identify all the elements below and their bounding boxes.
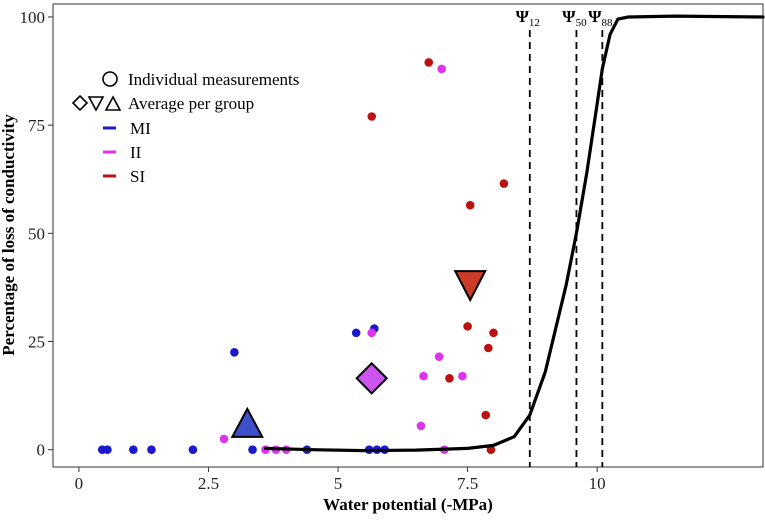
legend-average-label: Average per group	[128, 94, 254, 113]
threshold-label-psi12: Ψ12	[516, 7, 540, 29]
point-si	[489, 328, 498, 338]
threshold-label-psi88: Ψ88	[588, 7, 613, 29]
point-si	[424, 58, 434, 67]
point-mi	[188, 445, 198, 454]
legend-mi-label: MI	[130, 119, 151, 138]
y-tick-label: 100	[20, 8, 46, 27]
legend-triangle-up-symbol	[104, 95, 122, 111]
point-mi	[230, 348, 239, 357]
point-ii	[219, 434, 229, 444]
point-si	[445, 373, 454, 383]
y-tick-label: 25	[28, 333, 45, 352]
x-tick-label: 2.5	[198, 474, 219, 493]
x-tick-label: 10	[589, 474, 606, 493]
point-mi	[147, 445, 156, 454]
point-ii	[437, 64, 446, 74]
legend-ii-label: II	[130, 143, 142, 162]
point-si	[465, 200, 475, 210]
legend-individual-label: Individual measurements	[128, 70, 299, 89]
psi-symbol: Ψ	[588, 7, 602, 26]
x-axis-title: Water potential (-MPa)	[323, 495, 493, 514]
psi-subscript: 50	[576, 17, 588, 29]
point-si	[484, 343, 493, 353]
x-tick-label: 7.5	[457, 474, 478, 493]
psi-subscript: 12	[529, 17, 540, 29]
average-mi-triangle-up	[230, 406, 264, 438]
average-ii-diamond	[355, 361, 389, 395]
point-mi	[129, 445, 138, 454]
point-si	[481, 410, 491, 420]
point-si	[499, 179, 509, 188]
point-ii	[458, 371, 467, 381]
legend: Individual measurements Average per grou…	[71, 70, 299, 186]
point-ii	[434, 352, 444, 361]
average-si-triangle-down	[453, 270, 487, 303]
point-mi	[248, 445, 257, 454]
point-si	[463, 322, 472, 331]
point-si	[367, 112, 377, 121]
threshold-label-psi50: Ψ50	[562, 7, 587, 29]
legend-si-label: SI	[130, 167, 145, 186]
point-ii	[367, 328, 377, 338]
y-tick-label: 75	[28, 116, 45, 135]
psi-subscript: 88	[601, 17, 613, 29]
point-mi	[103, 445, 112, 454]
legend-diamond-symbol	[71, 94, 89, 112]
psi-symbol: Ψ	[516, 7, 530, 26]
point-ii	[419, 371, 428, 381]
vulnerability-curve	[263, 14, 765, 453]
psi-symbol: Ψ	[562, 7, 576, 26]
y-tick-label: 0	[37, 441, 46, 460]
y-axis-title: Percentage of loss of conductivity	[0, 114, 18, 356]
legend-triangle-down-symbol	[87, 96, 105, 112]
legend-circle-symbol	[102, 71, 118, 87]
x-tick-label: 0	[75, 474, 84, 493]
point-mi	[351, 328, 361, 338]
x-tick-label: 5	[334, 474, 343, 493]
y-tick-label: 50	[28, 224, 45, 243]
point-ii	[416, 421, 426, 431]
plot-panel	[52, 3, 764, 468]
plot-content: Ψ12 Ψ50 Ψ88	[97, 7, 765, 467]
